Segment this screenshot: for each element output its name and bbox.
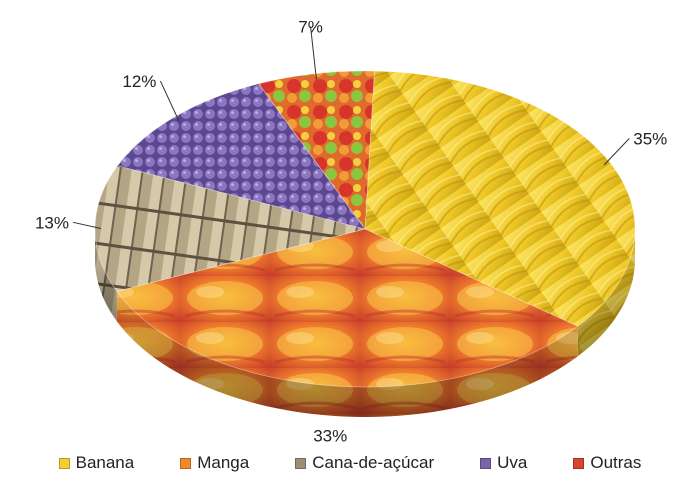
legend-item-banana: Banana bbox=[58, 453, 135, 473]
side-shade-banana bbox=[577, 229, 635, 357]
leader-outras bbox=[310, 26, 317, 80]
label-uva: 12% bbox=[122, 72, 156, 91]
legend-swatch-manga bbox=[180, 457, 192, 469]
leader-banana bbox=[603, 138, 630, 166]
legend-item-cana-de-acucar: Cana-de-açúcar bbox=[295, 453, 434, 473]
slice-cana-de-acucar bbox=[94, 165, 366, 292]
legend-swatch-cana-de-acucar bbox=[295, 457, 307, 469]
side-shade-cana-de-acucar bbox=[95, 229, 117, 322]
legend-label-manga: Manga bbox=[197, 453, 250, 472]
legend-swatch-uva bbox=[480, 457, 492, 469]
legend-label-cana-de-acucar: Cana-de-açúcar bbox=[312, 453, 435, 472]
leader-uva bbox=[159, 80, 180, 122]
leader-cana-de-acucar bbox=[72, 221, 102, 229]
legend-item-outras: Outras bbox=[573, 453, 641, 473]
legend-item-uva: Uva bbox=[480, 453, 527, 473]
pie-side-band bbox=[95, 229, 635, 417]
pie-top-faces bbox=[94, 70, 636, 388]
label-cana-de-acucar: 13% bbox=[35, 213, 69, 232]
label-outras: 7% bbox=[298, 17, 323, 36]
slice-manga bbox=[116, 228, 579, 388]
legend-swatch-banana bbox=[58, 457, 70, 469]
legend: Banana Manga Cana-de-açúcar Uva Outras bbox=[0, 451, 700, 475]
percentage-labels: 35% 33% 13% 12% 7% bbox=[35, 17, 667, 445]
legend-label-banana: Banana bbox=[75, 453, 135, 472]
legend-label-uva: Uva bbox=[497, 453, 528, 472]
label-manga: 33% bbox=[313, 427, 347, 446]
legend-swatch-outras bbox=[573, 457, 585, 469]
label-banana: 35% bbox=[633, 129, 667, 148]
legend-label-outras: Outras bbox=[590, 453, 642, 472]
side-shade-manga bbox=[116, 291, 578, 417]
leader-lines bbox=[72, 26, 630, 229]
slice-banana bbox=[364, 70, 636, 327]
legend-item-manga: Manga bbox=[180, 453, 249, 473]
slice-uva bbox=[116, 83, 366, 230]
